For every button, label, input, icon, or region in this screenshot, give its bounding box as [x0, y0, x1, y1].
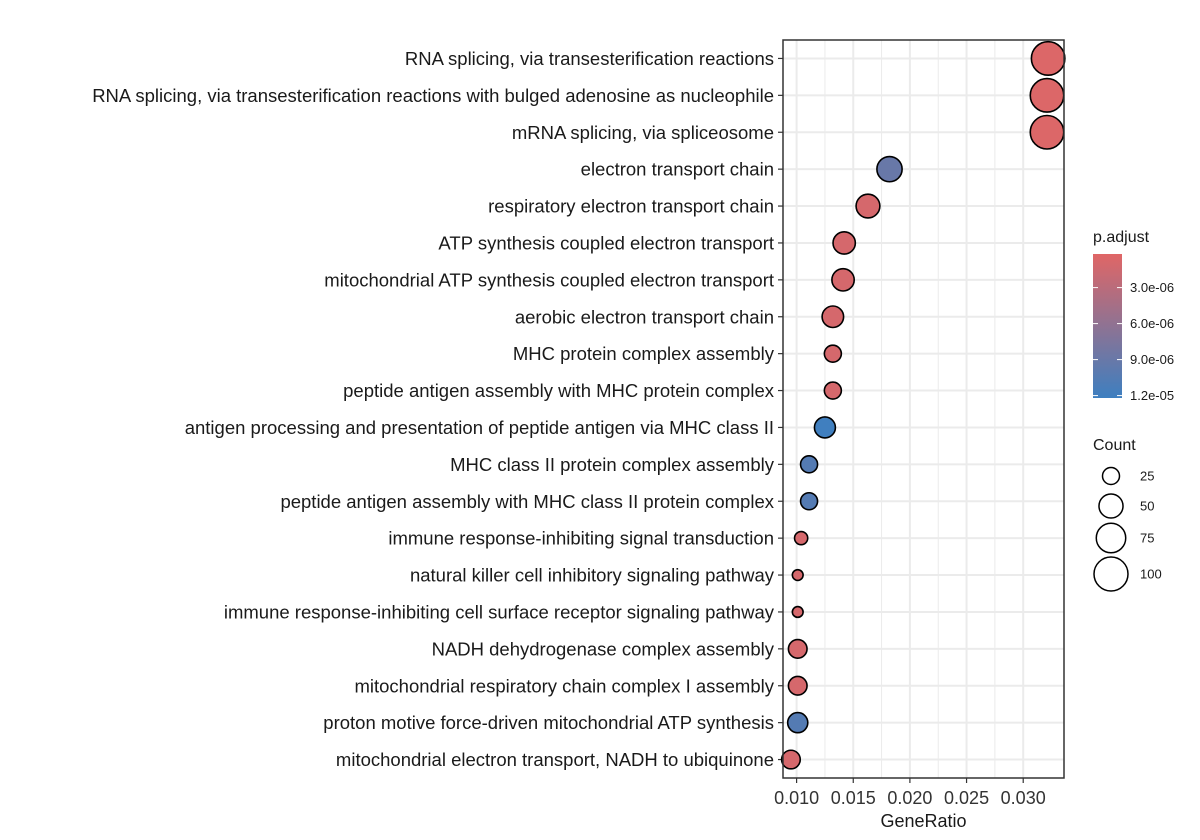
x-tick-label: 0.015: [831, 788, 876, 808]
category-label: electron transport chain: [581, 159, 774, 180]
category-label: immune response-inhibiting signal transd…: [388, 528, 774, 549]
data-point: [1029, 77, 1065, 113]
data-point: [787, 638, 808, 659]
color-legend-label: 6.0e-06: [1130, 316, 1174, 331]
data-point: [832, 231, 857, 255]
color-legend-title: p.adjust: [1093, 229, 1150, 246]
data-point: [791, 605, 804, 619]
category-label: NADH dehydrogenase complex assembly: [432, 638, 775, 659]
size-legend-circle: [1095, 522, 1127, 554]
category-label: MHC class II protein complex assembly: [450, 454, 775, 475]
category-label: mitochondrial respiratory chain complex …: [354, 675, 774, 696]
category-label: immune response-inhibiting cell surface …: [224, 601, 775, 622]
data-point: [813, 416, 837, 439]
category-label: natural killer cell inhibitory signaling…: [410, 565, 775, 586]
data-point: [823, 381, 843, 400]
data-point: [780, 749, 802, 770]
x-tick-label: 0.025: [944, 788, 989, 808]
size-legend-title: Count: [1093, 437, 1136, 454]
data-point: [799, 491, 819, 511]
data-point: [791, 568, 804, 582]
data-point: [855, 193, 881, 219]
data-point: [799, 455, 819, 474]
y-axis-ticks: [778, 57, 783, 761]
y-axis-category-labels: RNA splicing, via transesterification re…: [92, 48, 775, 770]
grid-lines: [783, 40, 1064, 778]
data-point: [793, 530, 809, 546]
data-points: [780, 40, 1066, 770]
size-legend: Count 25 50 75 100: [1093, 437, 1162, 592]
category-label: MHC protein complex assembly: [513, 343, 775, 364]
size-legend-items: 25 50 75 100: [1093, 466, 1162, 592]
x-tick-label: 0.010: [774, 788, 819, 808]
data-point: [786, 711, 809, 734]
size-legend-circle: [1098, 493, 1124, 519]
category-label: mitochondrial ATP synthesis coupled elec…: [324, 269, 774, 290]
plot-panel: [783, 40, 1064, 778]
color-legend-label: 3.0e-06: [1130, 280, 1174, 295]
x-axis-title: GeneRatio: [880, 811, 966, 831]
x-axis-ticks: 0.010 0.015 0.020 0.025 0.030: [774, 778, 1046, 808]
x-tick-label: 0.030: [1001, 788, 1046, 808]
category-label: RNA splicing, via transesterification re…: [92, 85, 774, 106]
data-point: [1030, 40, 1066, 76]
color-legend-ticks: 3.0e-06 6.0e-06 9.0e-06 1.2e-05: [1093, 280, 1174, 403]
color-legend-bar: [1093, 254, 1122, 398]
data-point: [823, 344, 843, 363]
category-label: peptide antigen assembly with MHC class …: [280, 491, 774, 512]
category-label: mitochondrial electron transport, NADH t…: [336, 749, 774, 770]
size-legend-label: 75: [1140, 531, 1154, 546]
color-legend: p.adjust 3.0e-06 6.0e-06 9.0e-06 1.2e-05: [1093, 229, 1174, 403]
data-point: [821, 305, 845, 329]
category-label: mRNA splicing, via spliceosome: [512, 122, 774, 143]
panel-border: [782, 39, 1065, 779]
data-point: [1029, 114, 1065, 150]
category-label: respiratory electron transport chain: [488, 196, 774, 217]
category-label: ATP synthesis coupled electron transport: [438, 232, 774, 253]
x-tick-label: 0.020: [887, 788, 932, 808]
color-legend-label: 9.0e-06: [1130, 352, 1174, 367]
size-legend-circle: [1101, 466, 1121, 486]
category-label: aerobic electron transport chain: [515, 306, 774, 327]
category-label: peptide antigen assembly with MHC protei…: [343, 380, 775, 401]
category-label: antigen processing and presentation of p…: [185, 417, 774, 438]
data-point: [831, 267, 856, 292]
data-point: [787, 675, 808, 696]
category-label: proton motive force-driven mitochondrial…: [323, 712, 774, 733]
data-point: [876, 155, 903, 183]
size-legend-label: 50: [1140, 499, 1154, 514]
category-label: RNA splicing, via transesterification re…: [405, 48, 774, 69]
size-legend-label: 25: [1140, 469, 1154, 484]
color-legend-label: 1.2e-05: [1130, 388, 1174, 403]
size-legend-circle: [1093, 556, 1129, 592]
size-legend-label: 100: [1140, 567, 1162, 582]
